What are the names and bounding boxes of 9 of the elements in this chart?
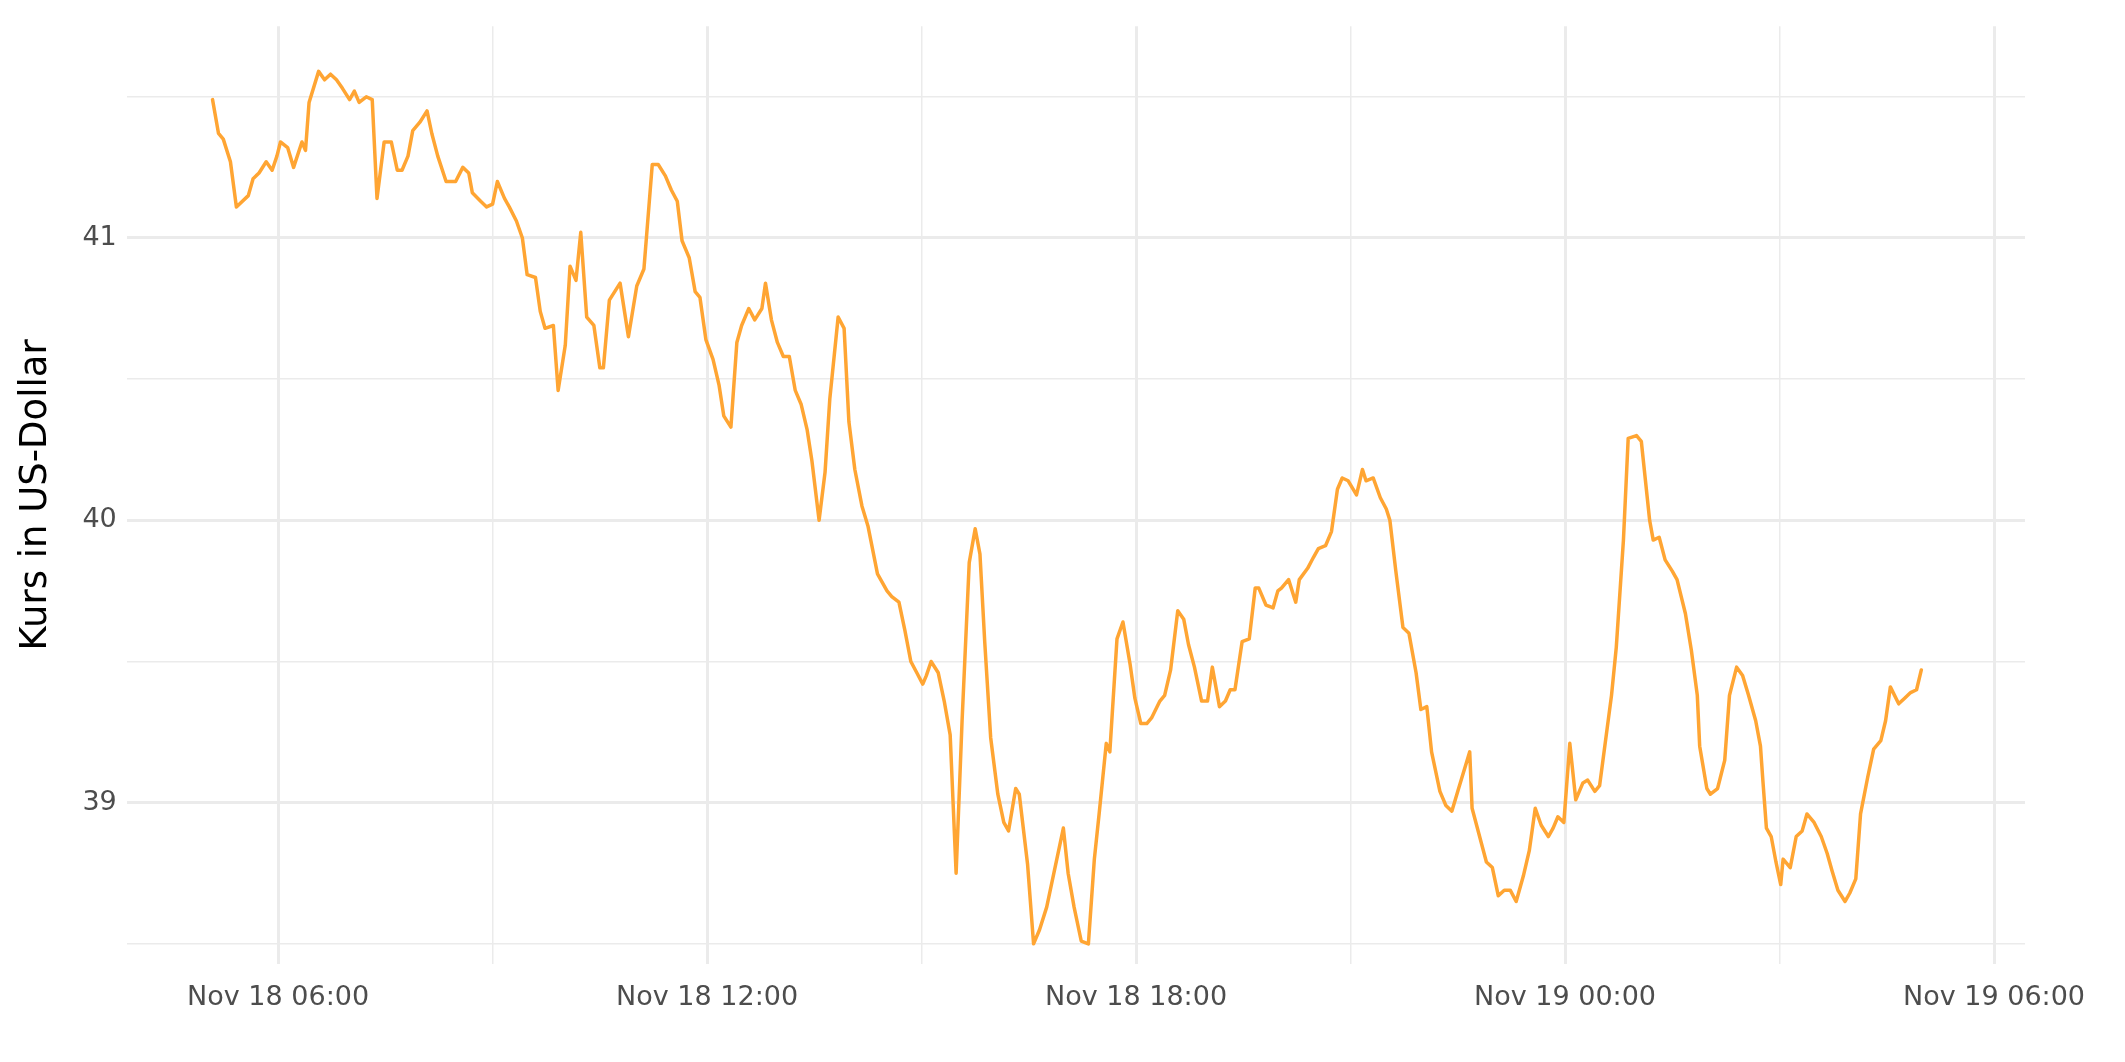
y-tick-label: 40 — [82, 502, 117, 534]
x-tick-label: Nov 19 00:00 — [1474, 979, 1657, 1011]
x-tick-label: Nov 18 12:00 — [616, 979, 799, 1011]
x-tick-label: Nov 18 06:00 — [187, 979, 370, 1011]
x-tick-label: Nov 18 18:00 — [1045, 979, 1228, 1011]
y-axis-title: Kurs in US-Dollar — [11, 338, 55, 651]
y-tick-label: 39 — [82, 784, 117, 816]
y-tick-label: 41 — [82, 219, 117, 251]
x-tick-label: Nov 19 06:00 — [1903, 979, 2086, 1011]
